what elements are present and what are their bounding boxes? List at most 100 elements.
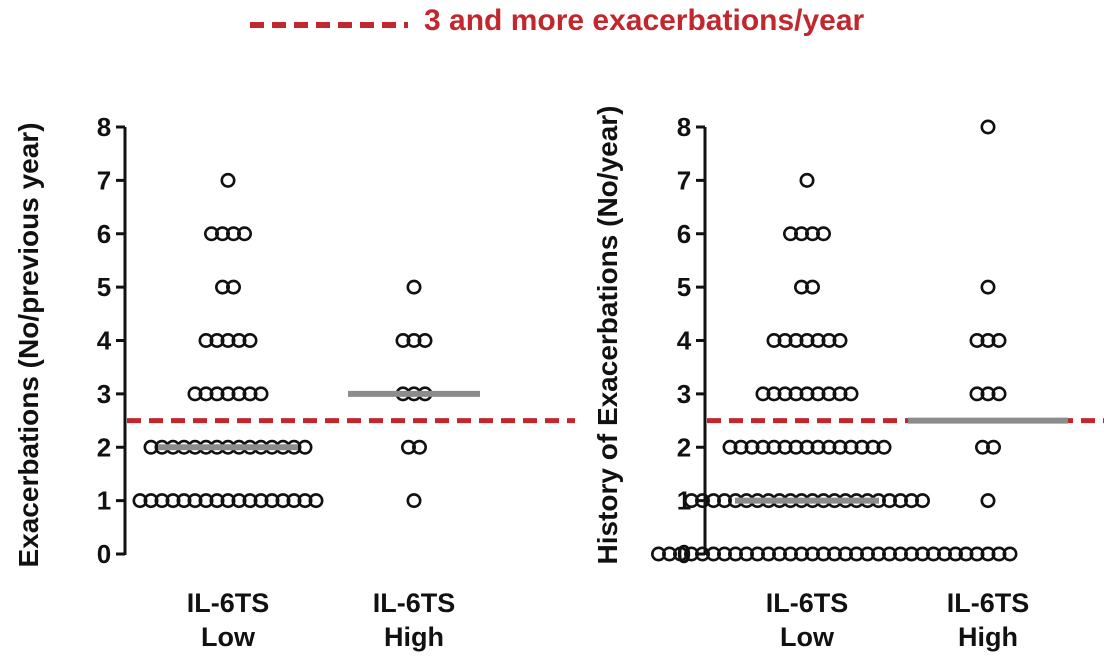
data-point xyxy=(837,546,853,562)
data-point xyxy=(755,439,771,455)
data-point xyxy=(766,386,782,402)
legend-swatch xyxy=(250,22,408,28)
data-point xyxy=(969,332,985,348)
data-point xyxy=(716,546,732,562)
data-point xyxy=(991,386,1007,402)
data-point xyxy=(209,493,225,509)
data-point xyxy=(143,439,159,455)
data-point xyxy=(799,172,815,188)
category-label-line1: IL-6TS xyxy=(947,588,1030,618)
data-point xyxy=(760,546,776,562)
data-point xyxy=(242,493,258,509)
data-point xyxy=(892,546,908,562)
data-point xyxy=(914,546,930,562)
legend-label: 3 and more exacerbations/year xyxy=(424,4,865,37)
data-point xyxy=(804,546,820,562)
data-point xyxy=(722,439,738,455)
data-point xyxy=(286,493,302,509)
data-point xyxy=(209,386,225,402)
data-point xyxy=(925,546,941,562)
data-point xyxy=(947,546,963,562)
data-point xyxy=(914,493,930,509)
data-point xyxy=(650,546,666,562)
data-point xyxy=(242,332,258,348)
data-point xyxy=(832,386,848,402)
y-tick-label: 0 xyxy=(677,539,691,569)
data-point xyxy=(749,546,765,562)
data-point xyxy=(253,386,269,402)
data-point xyxy=(198,493,214,509)
data-point xyxy=(417,332,433,348)
data-point xyxy=(980,119,996,135)
data-point xyxy=(903,493,919,509)
data-point xyxy=(881,546,897,562)
data-point xyxy=(215,279,231,295)
data-point xyxy=(969,546,985,562)
data-point xyxy=(220,493,236,509)
y-tick-label: 3 xyxy=(97,379,111,409)
y-axis-label: History of Exacerbations (No/year) xyxy=(592,105,623,564)
y-tick-label: 6 xyxy=(97,219,111,249)
data-point xyxy=(843,386,859,402)
data-point xyxy=(771,546,787,562)
data-point xyxy=(1002,546,1018,562)
chart-legend: 3 and more exacerbations/year xyxy=(0,0,1104,48)
data-point xyxy=(793,226,809,242)
y-tick-label: 2 xyxy=(677,432,691,462)
data-point xyxy=(187,493,203,509)
data-point xyxy=(406,493,422,509)
data-point xyxy=(132,493,148,509)
y-tick-label: 7 xyxy=(677,165,691,195)
data-point xyxy=(220,386,236,402)
y-tick-label: 5 xyxy=(97,272,111,302)
data-point xyxy=(788,439,804,455)
data-point xyxy=(406,332,422,348)
data-point xyxy=(154,493,170,509)
data-point xyxy=(297,493,313,509)
data-point xyxy=(881,493,897,509)
data-point xyxy=(264,493,280,509)
data-point xyxy=(832,332,848,348)
y-tick-label: 3 xyxy=(677,379,691,409)
data-point xyxy=(826,546,842,562)
y-axis-label: Exacerbations (No/previous year) xyxy=(13,122,44,567)
y-tick-label: 4 xyxy=(677,326,692,356)
data-point xyxy=(226,226,242,242)
data-point xyxy=(854,439,870,455)
category-label-line1: IL-6TS xyxy=(187,588,270,618)
data-point xyxy=(755,386,771,402)
data-point xyxy=(198,332,214,348)
data-point xyxy=(832,439,848,455)
data-point xyxy=(744,439,760,455)
data-point xyxy=(991,546,1007,562)
y-tick-label: 8 xyxy=(677,112,691,142)
data-point xyxy=(799,386,815,402)
data-point xyxy=(187,386,203,402)
data-point xyxy=(804,279,820,295)
y-tick-label: 8 xyxy=(97,112,111,142)
data-point xyxy=(777,332,793,348)
data-point xyxy=(275,493,291,509)
data-point xyxy=(738,546,754,562)
data-point xyxy=(936,546,952,562)
data-point xyxy=(777,439,793,455)
data-point xyxy=(411,439,427,455)
data-point xyxy=(958,546,974,562)
data-point xyxy=(253,493,269,509)
y-tick-label: 1 xyxy=(97,486,111,516)
data-point xyxy=(661,546,677,562)
data-point xyxy=(810,439,826,455)
data-point xyxy=(705,546,721,562)
data-point xyxy=(870,546,886,562)
category-label-line2: Low xyxy=(201,622,256,652)
data-point xyxy=(143,493,159,509)
data-point xyxy=(198,386,214,402)
data-point xyxy=(843,439,859,455)
data-point xyxy=(209,332,225,348)
data-point xyxy=(821,332,837,348)
data-point xyxy=(810,332,826,348)
data-point xyxy=(672,546,688,562)
data-point xyxy=(237,226,253,242)
category-label-line2: High xyxy=(384,622,444,652)
